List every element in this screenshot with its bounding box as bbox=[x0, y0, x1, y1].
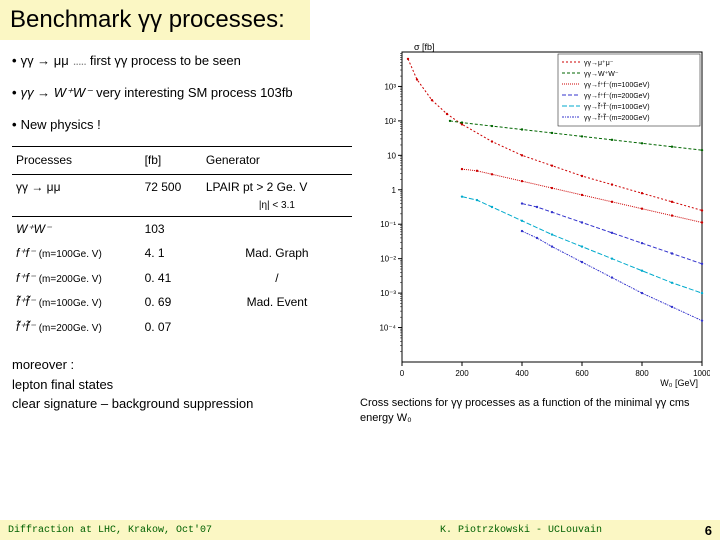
svg-text:200: 200 bbox=[455, 369, 469, 378]
bullet-2-note: very interesting SM process 103fb bbox=[96, 82, 293, 104]
svg-text:γγ→f⁺f⁻(m=200GeV): γγ→f⁺f⁻(m=200GeV) bbox=[584, 93, 650, 100]
th-gen: Generator bbox=[202, 147, 352, 174]
svg-text:10⁻⁴: 10⁻⁴ bbox=[379, 324, 396, 333]
footer-bar: Diffraction at LHC, Krakow, Oct'07 K. Pi… bbox=[0, 520, 720, 540]
table-row: f⁺f⁻ (m=100Ge. V)4. 1Mad. Graph bbox=[12, 241, 352, 265]
table-row: f⁺f⁻ (m=200Ge. V)0. 41/ bbox=[12, 266, 352, 290]
bottom-l3: clear signature – background suppression bbox=[12, 394, 352, 414]
cross-section-chart: 0 200 400 600 800 1000 10⁻⁴ 10⁻³ 10⁻² 10⁻¹ 1 10 10² 1… bbox=[360, 40, 710, 390]
bottom-l1: moreover : bbox=[12, 355, 352, 375]
table-row: γγ → μμ72 500LPAIR pt > 2 Ge. V|η| < 3.1 bbox=[12, 174, 352, 216]
bullet-2: • γγ → W⁺W⁻ very interesting SM process … bbox=[12, 82, 352, 104]
chart-caption: Cross sections for γγ processes as a fun… bbox=[360, 396, 710, 427]
process-table: Processes [fb] Generator γγ → μμ72 500LP… bbox=[12, 146, 352, 339]
title-text: Benchmark γγ processes: bbox=[10, 6, 285, 33]
svg-text:γγ→f̃⁺f̃⁻(m=100GeV): γγ→f̃⁺f̃⁻(m=100GeV) bbox=[584, 103, 650, 111]
svg-text:10³: 10³ bbox=[384, 82, 396, 91]
left-column: • γγ → μμ ..... first γγ process to be s… bbox=[12, 50, 352, 427]
svg-text:400: 400 bbox=[515, 369, 529, 378]
table-row: f̃⁺f̃⁻ (m=200Ge. V)0. 07 bbox=[12, 315, 352, 339]
svg-text:600: 600 bbox=[575, 369, 589, 378]
bullet-3-expr: New physics ! bbox=[21, 114, 101, 136]
footer-left: Diffraction at LHC, Krakow, Oct'07 bbox=[8, 525, 350, 536]
svg-text:γγ→f̃⁺f̃⁻(m=200GeV): γγ→f̃⁺f̃⁻(m=200GeV) bbox=[584, 114, 650, 122]
bullet-1: • γγ → μμ ..... first γγ process to be s… bbox=[12, 50, 352, 72]
svg-text:0: 0 bbox=[400, 369, 405, 378]
svg-text:W₀ [GeV]: W₀ [GeV] bbox=[660, 378, 698, 388]
svg-text:10⁻¹: 10⁻¹ bbox=[380, 220, 396, 229]
right-column: 0 200 400 600 800 1000 10⁻⁴ 10⁻³ 10⁻² 10⁻¹ 1 10 10² 1… bbox=[360, 50, 710, 427]
svg-text:10²: 10² bbox=[384, 117, 396, 126]
svg-text:10⁻²: 10⁻² bbox=[380, 255, 396, 264]
bullet-2-expr: γγ → W⁺W⁻ bbox=[21, 82, 93, 104]
footer-center: K. Piotrzkowski - UCLouvain bbox=[350, 525, 692, 536]
bottom-l2: lepton final states bbox=[12, 375, 352, 395]
th-proc: Processes bbox=[12, 147, 141, 174]
page-number: 6 bbox=[692, 523, 712, 538]
svg-text:10: 10 bbox=[387, 151, 396, 160]
svg-text:800: 800 bbox=[635, 369, 649, 378]
svg-text:σ [fb]: σ [fb] bbox=[414, 42, 435, 52]
table-row: W⁺W⁻ 103 bbox=[12, 217, 352, 242]
svg-text:γγ→W⁺W⁻: γγ→W⁺W⁻ bbox=[584, 71, 619, 78]
svg-text:γγ→μ⁺μ⁻: γγ→μ⁺μ⁻ bbox=[584, 60, 614, 67]
table-header-row: Processes [fb] Generator bbox=[12, 147, 352, 174]
bullet-3: • New physics ! bbox=[12, 114, 352, 136]
bullet-1-expr: γγ → μμ bbox=[21, 50, 69, 72]
content-area: • γγ → μμ ..... first γγ process to be s… bbox=[0, 40, 720, 427]
th-fb: [fb] bbox=[141, 147, 202, 174]
bottom-notes: moreover : lepton final states clear sig… bbox=[12, 355, 352, 414]
svg-text:γγ→f⁺f⁻(m=100GeV): γγ→f⁺f⁻(m=100GeV) bbox=[584, 82, 650, 89]
table-row: f̃⁺f̃⁻ (m=100Ge. V)0. 69Mad. Event bbox=[12, 290, 352, 314]
bullet-1-note: first γγ process to be seen bbox=[90, 50, 241, 72]
slide-title: Benchmark γγ processes: bbox=[0, 0, 310, 40]
svg-text:1000: 1000 bbox=[693, 369, 710, 378]
svg-text:10⁻³: 10⁻³ bbox=[380, 289, 396, 298]
svg-text:1: 1 bbox=[392, 186, 397, 195]
